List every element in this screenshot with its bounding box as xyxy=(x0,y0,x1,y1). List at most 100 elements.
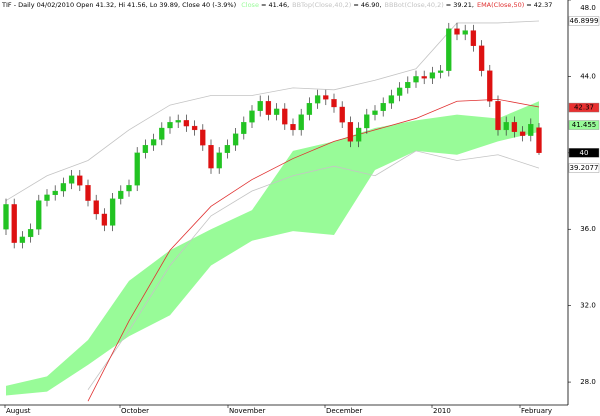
y-tick-label: 48.0 xyxy=(580,4,596,12)
candle-body xyxy=(511,122,518,132)
candle-body xyxy=(528,124,534,136)
price-marker-label: 46.8999 xyxy=(570,17,599,25)
y-tick-label: 44.0 xyxy=(580,72,596,80)
candle-body xyxy=(413,76,419,83)
candle-body xyxy=(487,70,493,102)
indicator-line xyxy=(87,98,540,402)
price-marker-label: 39.2077 xyxy=(570,164,599,172)
candle-body xyxy=(126,185,132,192)
price-marker xyxy=(568,163,600,173)
candle-body xyxy=(429,72,436,79)
candle-body xyxy=(85,185,91,201)
candle-body xyxy=(167,122,173,129)
candle-body xyxy=(273,108,280,115)
candle-body xyxy=(282,108,288,125)
candle-body xyxy=(101,213,108,226)
candle-body xyxy=(183,120,190,127)
candle-body xyxy=(323,95,329,100)
y-tick-label: 28.0 xyxy=(580,378,596,386)
candle-body xyxy=(93,200,99,215)
candle-body xyxy=(306,103,313,115)
candle-body xyxy=(503,122,509,131)
candle-body xyxy=(109,198,116,226)
candle-body xyxy=(536,127,542,153)
candle-body xyxy=(216,152,222,169)
y-tick-label: 32.0 xyxy=(580,302,596,310)
candle-body xyxy=(462,30,468,35)
legend-name: BBBot(Close,40,2) xyxy=(385,1,444,9)
candle-body xyxy=(364,114,370,129)
candle-body xyxy=(60,183,67,192)
candle-body xyxy=(396,87,403,96)
candle-body xyxy=(224,145,231,153)
candle-body xyxy=(232,133,239,146)
price-marker-label: 42.37 xyxy=(574,104,594,112)
chart-title: TIF - Daily 04/02/2010 Open 41.32, Hi 41… xyxy=(1,1,236,9)
candle-body xyxy=(298,114,304,131)
candle-body xyxy=(446,28,452,71)
candle-body xyxy=(355,127,362,142)
indicator-line xyxy=(87,150,540,390)
candle-body xyxy=(265,101,272,115)
header: TIF - Daily 04/02/2010 Open 41.32, Hi 41… xyxy=(1,1,552,9)
candle-body xyxy=(339,106,345,123)
candle-body xyxy=(290,124,296,131)
legend-value: = 42.37 xyxy=(526,1,552,9)
x-tick-label: August xyxy=(6,407,31,415)
price-marker xyxy=(568,120,600,130)
candle-body xyxy=(44,194,50,201)
legend-name: EMA(Close,50) xyxy=(477,1,524,9)
candle-body xyxy=(478,45,485,71)
candle-body xyxy=(19,236,26,243)
candle-body xyxy=(257,101,263,111)
candle-body xyxy=(27,229,34,238)
candle-body xyxy=(36,200,42,230)
candle-body xyxy=(77,175,83,186)
candle-body xyxy=(241,122,247,134)
price-marker-label: 41.455 xyxy=(572,121,597,129)
candle-body xyxy=(249,110,255,123)
candle-body xyxy=(495,101,501,131)
legend-value: = 39.21, xyxy=(446,1,474,9)
candle-body xyxy=(191,125,198,131)
candle-body xyxy=(3,204,9,230)
candle-body xyxy=(380,103,386,111)
candle-body xyxy=(331,99,337,108)
indicator-line xyxy=(5,20,540,201)
candle-body xyxy=(175,120,181,123)
candle-body xyxy=(118,190,124,199)
price-marker-label: 40 xyxy=(580,149,589,157)
candle-body xyxy=(347,122,354,142)
candle-body xyxy=(52,190,58,196)
price-marker xyxy=(568,16,600,26)
legend-value: = 41.46, xyxy=(261,1,289,9)
x-tick-label: February xyxy=(521,407,552,415)
candle-body xyxy=(470,30,477,46)
candle-body xyxy=(519,131,526,136)
candle-body xyxy=(142,145,149,153)
x-tick-label: December xyxy=(326,407,362,415)
legend-name: BBTop(Close,40,2) xyxy=(292,1,351,9)
candle-body xyxy=(11,204,17,243)
candle-body xyxy=(134,152,140,186)
price-marker xyxy=(568,148,600,158)
x-tick-label: November xyxy=(229,407,266,415)
candle-body xyxy=(200,129,206,146)
candle-body xyxy=(454,28,460,35)
candle-body xyxy=(208,145,214,169)
candle-body xyxy=(405,81,411,89)
y-tick-label: 36.0 xyxy=(580,225,596,233)
x-tick-label: 2010 xyxy=(433,407,451,415)
candle-body xyxy=(372,110,378,115)
candle-body xyxy=(388,95,395,104)
candle-body xyxy=(314,95,321,104)
candle-body xyxy=(150,139,157,146)
candle-body xyxy=(68,175,75,184)
price-marker xyxy=(568,102,600,113)
x-tick-label: October xyxy=(121,407,149,415)
legend-value: = 46.90, xyxy=(353,1,381,9)
legend-name: Close xyxy=(241,1,259,9)
candle-body xyxy=(421,76,427,79)
candle-body xyxy=(159,127,165,140)
